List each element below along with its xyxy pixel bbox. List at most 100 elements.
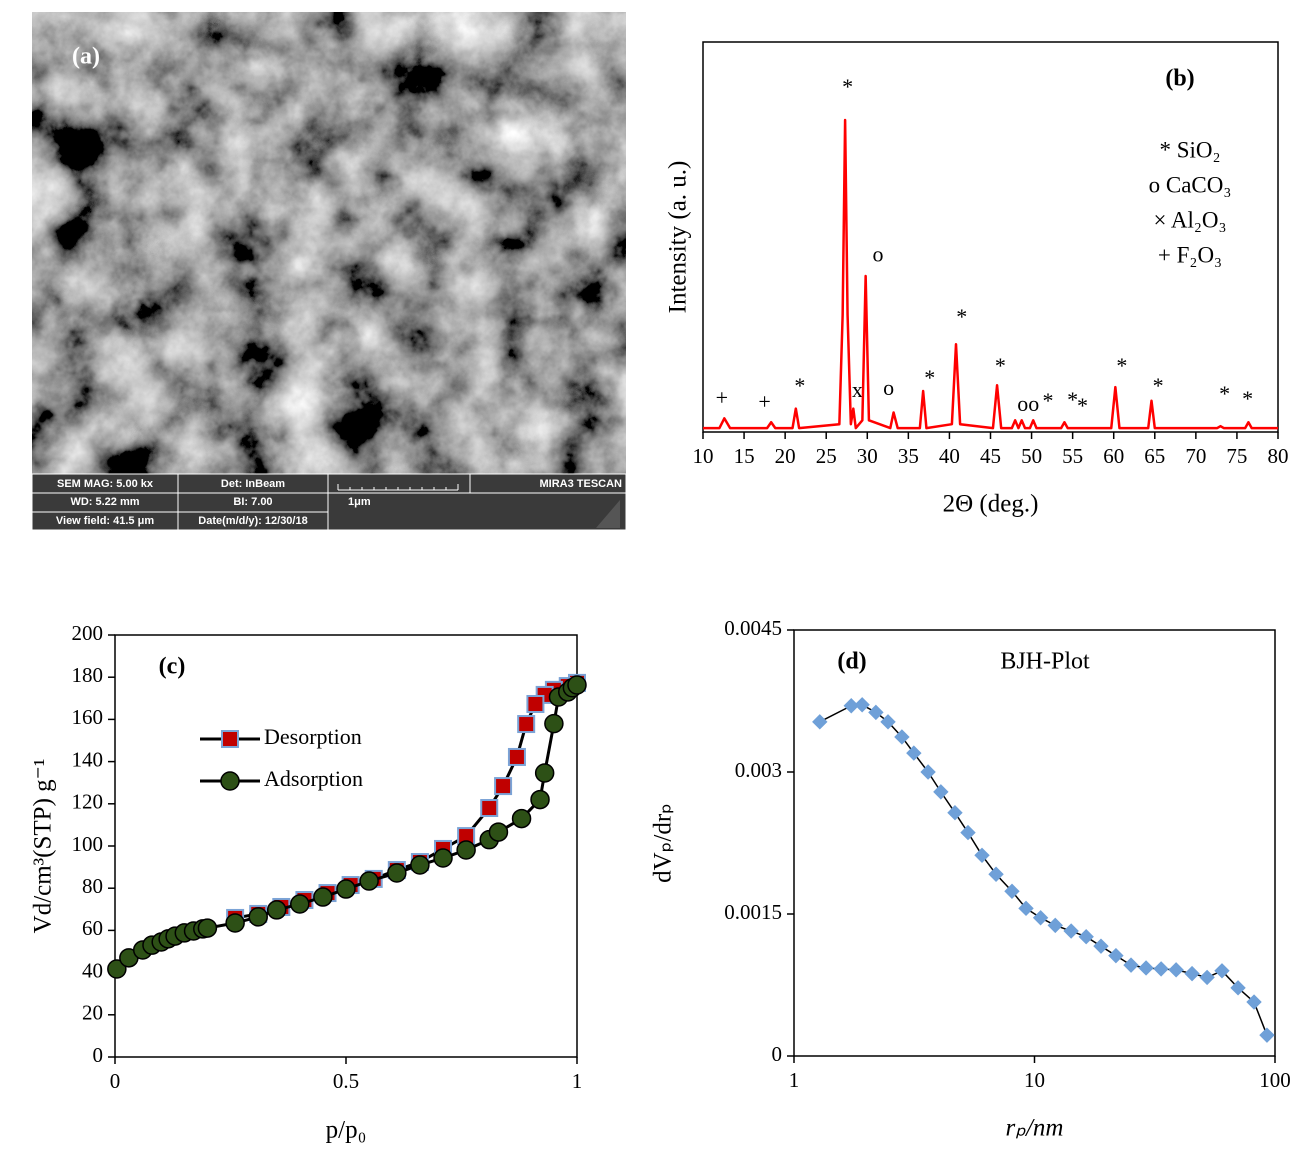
- y-tick-label: 0: [93, 1043, 104, 1067]
- panel-label: (a): [72, 44, 100, 70]
- peak-label: *: [1242, 386, 1253, 411]
- info-text: View field: 41.5 μm: [56, 515, 154, 527]
- marker: [1199, 969, 1215, 986]
- peak-label: *: [995, 353, 1006, 378]
- marker: [534, 763, 555, 783]
- x-tick-label: 80: [1268, 444, 1289, 468]
- x-tick-label: 45: [980, 444, 1001, 468]
- series-line: [703, 118, 1278, 430]
- marker: [1078, 929, 1094, 945]
- marker: [1063, 923, 1079, 939]
- x-tick-label: 0.5: [333, 1069, 359, 1093]
- peak-label: +: [758, 389, 770, 414]
- y-axis-label: Vd/cm³(STP) g⁻¹: [30, 759, 57, 934]
- y-tick-label: 60: [82, 916, 103, 940]
- legend-note: o CaCO₃: [1149, 172, 1232, 197]
- marker: [290, 894, 310, 914]
- marker: [947, 804, 963, 821]
- peak-label: *: [1153, 373, 1164, 398]
- x-tick-label: 75: [1226, 444, 1247, 468]
- x-tick-label: 70: [1185, 444, 1206, 468]
- series-line: [819, 704, 1268, 1036]
- marker: [974, 847, 990, 864]
- marker: [1246, 994, 1262, 1010]
- y-axis-label: dVₚ/drₚ: [650, 803, 677, 883]
- sem-texture: [32, 12, 626, 474]
- peak-label: *: [842, 74, 853, 99]
- peak-label: *: [1043, 388, 1054, 413]
- marker: [933, 784, 949, 800]
- marker: [906, 745, 922, 761]
- marker: [1138, 960, 1154, 976]
- marker: [960, 824, 976, 841]
- plot-frame: [114, 634, 578, 1058]
- peak-label: *: [956, 304, 967, 329]
- marker: [248, 907, 268, 927]
- marker: [387, 863, 407, 883]
- legend-label: Desorption: [264, 724, 362, 749]
- marker: [567, 675, 587, 695]
- y-tick-label: 120: [72, 790, 104, 814]
- info-text: SEM MAG: 5.00 kx: [57, 478, 154, 490]
- marker: [920, 764, 936, 780]
- marker: [507, 747, 526, 766]
- legend-note: + F₂O₃: [1158, 242, 1222, 267]
- y-tick-label: 200: [72, 621, 104, 645]
- legend-note: × Al₂O₃: [1153, 207, 1226, 232]
- x-tick-label: 65: [1144, 444, 1165, 468]
- marker: [1214, 963, 1230, 979]
- peak-label: o: [883, 375, 894, 400]
- marker: [488, 822, 509, 842]
- x-axis-label: 2Θ (deg.): [943, 491, 1039, 518]
- marker: [1230, 980, 1246, 996]
- peak-label: *: [1067, 387, 1078, 412]
- marker: [517, 715, 536, 734]
- panel-title: (b): [1165, 66, 1194, 92]
- x-tick-label: 30: [857, 444, 878, 468]
- marker: [526, 694, 545, 713]
- info-text: MIRA3 TESCAN: [539, 478, 622, 490]
- marker: [197, 918, 218, 938]
- marker: [410, 855, 430, 875]
- x-tick-label: 35: [898, 444, 919, 468]
- peak-label: *: [794, 373, 805, 398]
- marker: [1004, 883, 1020, 899]
- x-tick-label: 1: [789, 1068, 800, 1092]
- marker: [511, 808, 532, 829]
- x-tick-label: 10: [1024, 1068, 1045, 1092]
- marker: [1032, 910, 1049, 926]
- peak-label: *: [924, 365, 935, 390]
- x-axis-label: rₚ/nm: [1006, 1115, 1064, 1142]
- marker: [1184, 965, 1200, 982]
- peak-label: x: [852, 377, 863, 402]
- x-tick-label: 10: [693, 444, 714, 468]
- legend-label: Adsorption: [264, 766, 363, 791]
- peak-label: *: [1219, 381, 1230, 406]
- y-tick-label: 80: [82, 874, 103, 898]
- marker: [225, 913, 245, 933]
- marker: [544, 713, 564, 734]
- info-text: Det: InBeam: [221, 478, 285, 490]
- peak-label: oo: [1017, 391, 1039, 416]
- x-tick-label: 100: [1259, 1068, 1291, 1092]
- info-grid: [32, 474, 626, 530]
- y-tick-label: 100: [72, 832, 104, 856]
- panel-title: (c): [159, 654, 186, 680]
- logo: [596, 500, 620, 528]
- x-tick-label: 60: [1103, 444, 1124, 468]
- marker: [1018, 900, 1034, 917]
- marker: [1047, 917, 1063, 934]
- marker: [1259, 1027, 1275, 1043]
- y-tick-label: 0.0015: [724, 900, 782, 924]
- marker: [894, 729, 910, 745]
- plot-frame: [793, 629, 1276, 1057]
- marker: [988, 866, 1004, 882]
- marker: [880, 714, 896, 730]
- y-tick-label: 160: [72, 705, 104, 729]
- y-tick-label: 0.003: [735, 758, 782, 782]
- x-tick-label: 55: [1062, 444, 1083, 468]
- marker: [494, 777, 513, 796]
- x-tick-label: 15: [734, 444, 755, 468]
- marker: [868, 704, 884, 721]
